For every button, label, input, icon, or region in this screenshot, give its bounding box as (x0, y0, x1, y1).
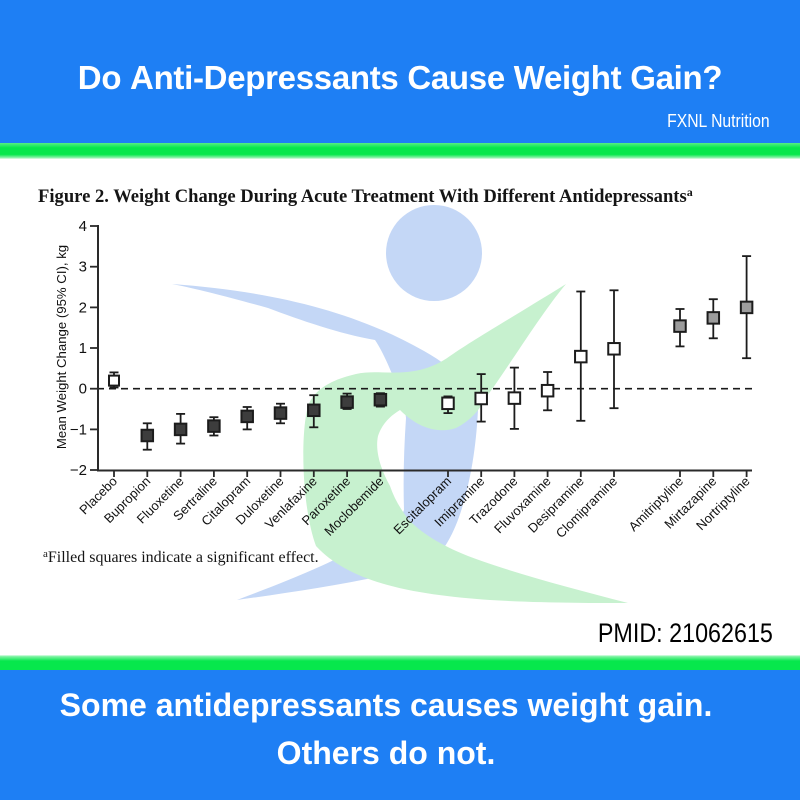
svg-text:−2: −2 (70, 462, 87, 479)
svg-text:3: 3 (79, 259, 87, 276)
svg-text:0: 0 (79, 381, 87, 398)
svg-text:2: 2 (79, 299, 87, 316)
svg-text:Mean Weight Change (95% CI), k: Mean Weight Change (95% CI), kg (54, 245, 69, 449)
svg-text:4: 4 (79, 218, 87, 235)
svg-text:−1: −1 (70, 421, 87, 438)
svg-text:1: 1 (79, 340, 87, 357)
